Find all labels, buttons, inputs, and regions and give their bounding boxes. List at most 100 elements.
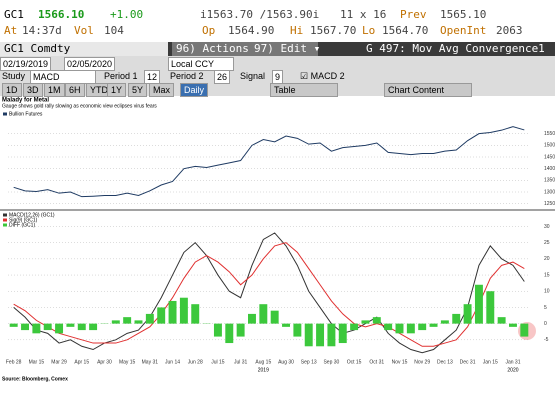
series-line [13,242,525,347]
label: Op [202,24,216,37]
year-label: 2019 [258,367,269,373]
bar [123,317,132,324]
bar [338,323,347,344]
range-button[interactable]: YTD [86,83,112,97]
range-button[interactable]: 6H [65,83,85,97]
bar [418,323,427,331]
bar [282,323,290,327]
bar [486,291,495,324]
bar [304,323,313,347]
table-button[interactable]: Table [270,83,338,97]
x-tick-label: Nov 29 [414,359,430,365]
y-tick-label: 0 [544,321,547,327]
volume: 104 [104,24,124,37]
period1[interactable]: 12 [144,70,161,84]
chart-content-button[interactable]: Chart Content [384,83,472,97]
label: Hi [290,24,304,37]
label: MACD 2 [310,71,345,81]
bar [440,320,449,324]
bar [372,317,381,324]
bar [55,323,64,334]
label: Period 1 [104,71,138,81]
bar [89,323,98,331]
last-price: 1566.10 [38,8,85,21]
label: OpenInt [440,24,487,37]
bar [225,323,234,344]
y-tick-label: 1550 [544,131,555,137]
y-tick-label: 15 [544,272,550,278]
x-tick-label: Jan 31 [505,359,520,365]
bar [270,310,279,324]
x-tick-label: Apr 30 [97,359,112,365]
x-tick-label: May 15 [119,359,136,365]
signal[interactable]: 9 [272,70,284,84]
end-date[interactable]: 02/05/2020 [64,57,116,71]
bar [236,323,245,337]
currency[interactable]: Local CCY [168,57,234,71]
range-button[interactable]: 5Y [128,83,148,97]
y-tick-label: 1500 [544,143,555,149]
x-tick-label: Sep 30 [323,359,339,365]
y-tick-label: 1450 [544,154,555,160]
bar [350,323,359,331]
low: 1564.70 [382,24,429,37]
bar [248,313,256,324]
y-tick-label: 10 [544,289,550,295]
bar [111,320,120,324]
security[interactable]: GC1 Comdty [0,42,168,56]
bar [509,323,517,327]
macd2-checkbox[interactable]: ☑ MACD 2 [300,71,345,81]
x-tick-label: Aug 30 [278,359,294,365]
x-tick-label: Mar 15 [29,359,45,365]
x-tick-label: Nov 15 [392,359,408,365]
bar [429,323,438,327]
period2[interactable]: 26 [214,70,231,84]
range-button[interactable]: 1Y [107,83,127,97]
x-tick-label: Dec 13 [437,359,453,365]
x-tick-label: Jan 15 [483,359,498,365]
bar [134,320,143,324]
bar [497,317,506,324]
bar [21,323,29,331]
start-date[interactable]: 02/19/2019 [0,57,52,71]
controls: 02/19/2019 02/05/2020 Local CCY Study MA… [0,56,555,97]
frequency[interactable]: Daily [180,83,209,97]
series-line [13,232,525,354]
x-tick-label: May 31 [142,359,159,365]
bar [463,304,472,324]
open-interest: 2063 [496,24,523,37]
legend-swatch [3,218,7,222]
x-tick-label: Jul 31 [234,359,248,365]
x-tick-label: Aug 15 [255,359,271,365]
bar [395,323,404,334]
label: At [4,24,18,37]
range-button[interactable]: 1M [44,83,65,97]
x-tick-label: Jul 15 [211,359,225,365]
label: Lo [362,24,376,37]
edit-menu[interactable]: 97) Edit ▾ [250,42,320,56]
legend-label: DIFF (GC1) [9,222,35,228]
y-tick-label: 1250 [544,201,555,207]
range-button[interactable]: 1D [2,83,22,97]
bar [145,313,154,324]
prev: 1565.10 [440,8,487,21]
bid-ask: i1563.70 /1563.90i [200,8,320,21]
x-tick-label: Jun 14 [165,359,180,365]
bar [191,304,200,324]
bar [474,284,483,324]
range-button[interactable]: Max [149,83,175,97]
y-tick-label: 30 [544,224,550,230]
x-tick-label: Oct 31 [369,359,384,365]
range-button[interactable]: 3D [23,83,43,97]
y-tick-label: 1350 [544,178,555,184]
study[interactable]: MACD [30,70,96,84]
time: 14:37d [22,24,62,37]
bar [293,323,302,337]
bar [520,323,529,337]
bar [32,323,41,334]
x-tick-label: Apr 15 [74,359,89,365]
open: 1564.90 [228,24,275,37]
bar [66,323,75,327]
bar [316,323,325,347]
actions-menu[interactable]: 96) Actions ▾ [172,42,262,56]
